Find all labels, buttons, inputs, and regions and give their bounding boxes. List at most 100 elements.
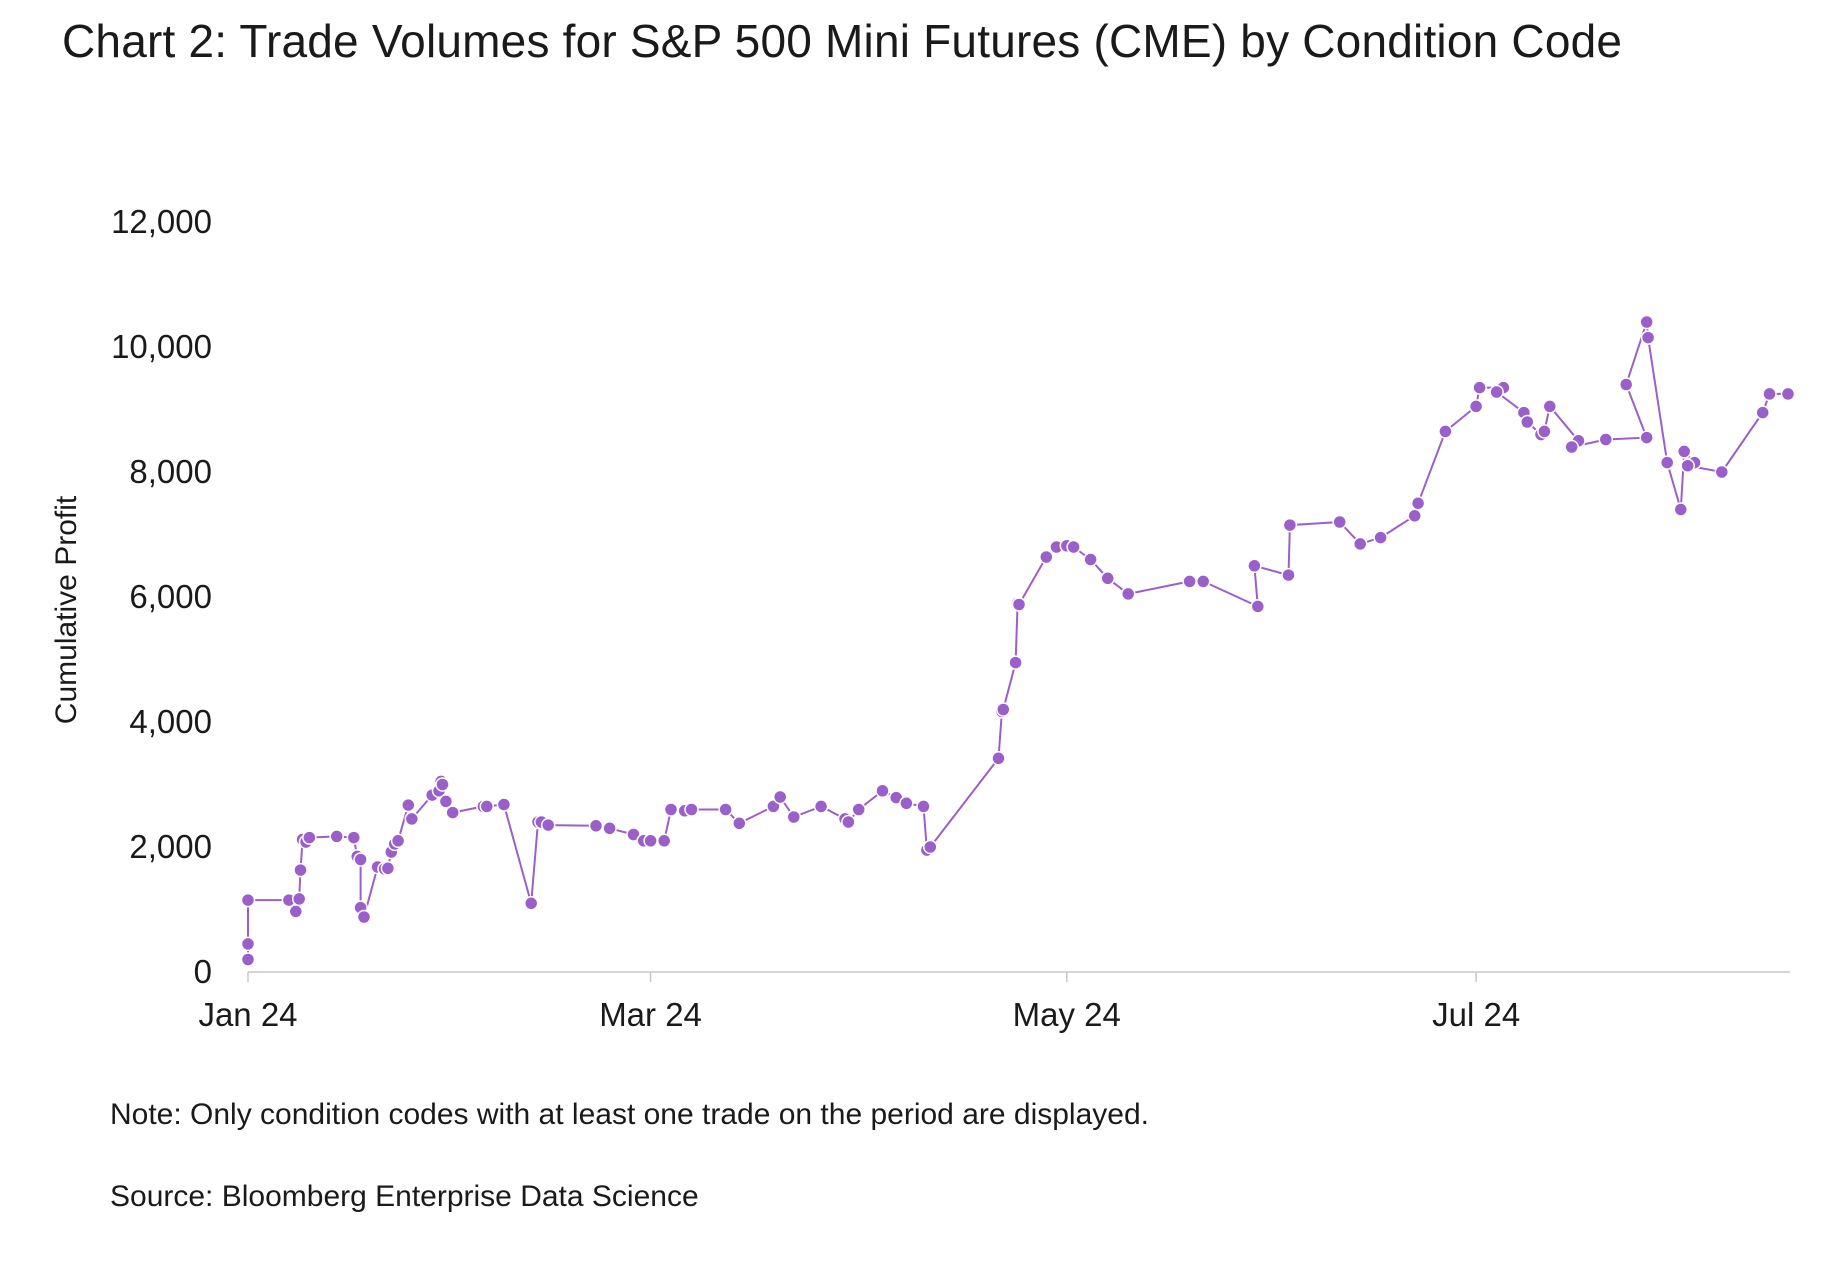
data-point xyxy=(401,797,416,813)
data-point xyxy=(1468,399,1484,414)
data-point xyxy=(656,833,672,849)
y-axis-label: Cumulative Profit xyxy=(50,495,83,724)
data-point xyxy=(1083,552,1098,567)
data-point xyxy=(479,799,495,814)
data-point xyxy=(732,816,747,831)
data-point xyxy=(293,862,308,878)
data-point xyxy=(1438,424,1453,439)
data-point xyxy=(1639,430,1654,445)
data-point xyxy=(1598,432,1614,447)
data-point xyxy=(496,797,512,812)
data-point xyxy=(1373,530,1388,545)
data-point xyxy=(1008,655,1023,670)
data-point xyxy=(240,952,256,967)
data-point xyxy=(996,702,1011,717)
data-point xyxy=(1195,574,1211,589)
y-tick-label: 6,000 xyxy=(129,578,212,615)
y-tick-label: 12,000 xyxy=(111,203,212,240)
data-point xyxy=(1410,496,1426,511)
data-point xyxy=(288,904,304,919)
data-point xyxy=(1407,508,1422,524)
data-point xyxy=(1250,599,1266,614)
data-point xyxy=(380,861,396,876)
data-point xyxy=(1520,414,1535,430)
x-tick-label: Mar 24 xyxy=(599,996,702,1033)
data-point xyxy=(404,811,420,827)
data-point xyxy=(356,909,372,925)
data-point xyxy=(346,830,362,845)
data-point xyxy=(718,802,733,817)
y-tick-label: 2,000 xyxy=(129,828,212,865)
data-point xyxy=(302,830,317,845)
data-point xyxy=(1332,514,1347,530)
data-point xyxy=(1640,330,1656,345)
chart-title: Chart 2: Trade Volumes for S&P 500 Mini … xyxy=(62,15,1623,67)
data-point xyxy=(1618,377,1634,392)
y-axis-ticks: 0 2,000 4,000 6,000 8,000 10,000 12,000 xyxy=(111,203,212,990)
data-point xyxy=(1066,539,1081,555)
data-point xyxy=(390,833,406,849)
data-point xyxy=(1542,399,1558,414)
data-point xyxy=(841,814,856,830)
x-tick-label: May 24 xyxy=(1013,996,1121,1033)
data-point xyxy=(1039,549,1054,565)
data-point xyxy=(1780,386,1796,402)
data-point xyxy=(626,827,641,842)
data-point xyxy=(329,829,344,844)
data-point xyxy=(1639,314,1654,330)
data-point xyxy=(1676,444,1692,459)
data-point xyxy=(916,799,931,814)
data-point xyxy=(1673,502,1689,517)
data-point xyxy=(523,896,539,911)
data-point xyxy=(1281,567,1296,583)
data-point xyxy=(643,833,658,849)
x-axis: Jan 24 Mar 24 May 24 Jul 24 xyxy=(198,971,1790,1033)
data-point xyxy=(540,817,556,833)
y-tick-label: 8,000 xyxy=(129,453,212,490)
data-point xyxy=(353,852,368,867)
data-point xyxy=(588,818,604,834)
x-tick-label: Jul 24 xyxy=(1432,996,1520,1033)
data-point xyxy=(1537,424,1552,439)
data-point xyxy=(291,891,307,907)
chart-note: Note: Only condition codes with at least… xyxy=(110,1098,1149,1131)
data-point xyxy=(684,802,699,817)
data-point xyxy=(1247,558,1262,574)
data-point xyxy=(1564,439,1579,455)
data-point xyxy=(772,789,788,805)
x-tick-label: Jan 24 xyxy=(198,996,297,1033)
data-point xyxy=(602,821,617,836)
y-tick-label: 0 xyxy=(194,953,212,990)
y-tick-label: 10,000 xyxy=(111,328,212,365)
data-point xyxy=(1755,405,1770,420)
data-point xyxy=(445,805,460,820)
data-point xyxy=(851,802,866,817)
data-point xyxy=(1659,455,1675,470)
data-point xyxy=(1120,586,1136,602)
data-point xyxy=(1762,386,1777,402)
data-point xyxy=(1182,574,1197,589)
data-point xyxy=(991,751,1006,766)
data-point xyxy=(813,799,829,814)
data-point xyxy=(1489,384,1504,400)
chart-source: Source: Bloomberg Enterprise Data Scienc… xyxy=(110,1180,699,1213)
data-point xyxy=(1352,536,1368,552)
data-point xyxy=(1100,571,1115,586)
data-point xyxy=(438,794,454,809)
data-point xyxy=(1714,464,1730,480)
data-point xyxy=(1472,380,1487,395)
data-point xyxy=(923,839,938,855)
y-tick-label: 4,000 xyxy=(129,703,212,740)
series-layer xyxy=(240,314,1796,967)
data-point xyxy=(435,777,450,792)
data-point xyxy=(1680,458,1695,473)
data-point xyxy=(663,802,679,817)
data-point xyxy=(899,796,914,811)
series-line xyxy=(247,321,1788,960)
data-point xyxy=(240,936,256,952)
data-point xyxy=(875,783,890,799)
data-point xyxy=(240,892,256,908)
data-point xyxy=(786,809,802,825)
data-point xyxy=(1011,597,1027,612)
